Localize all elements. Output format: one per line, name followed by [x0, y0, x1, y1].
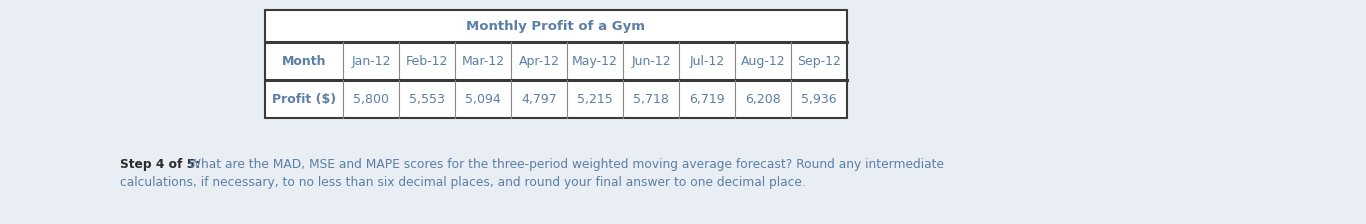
Text: Jun-12: Jun-12: [631, 54, 671, 67]
Text: Mar-12: Mar-12: [462, 54, 504, 67]
Text: Jul-12: Jul-12: [690, 54, 724, 67]
Text: What are the MAD, MSE and MAPE scores for the three-period weighted moving avera: What are the MAD, MSE and MAPE scores fo…: [184, 158, 944, 171]
Text: 6,719: 6,719: [690, 93, 725, 106]
Text: 5,800: 5,800: [352, 93, 389, 106]
Text: Sep-12: Sep-12: [798, 54, 841, 67]
Text: Step 4 of 5:: Step 4 of 5:: [120, 158, 201, 171]
Text: Jan-12: Jan-12: [351, 54, 391, 67]
Text: Feb-12: Feb-12: [406, 54, 448, 67]
Text: 5,215: 5,215: [576, 93, 613, 106]
Text: 5,936: 5,936: [802, 93, 837, 106]
Text: Profit ($): Profit ($): [272, 93, 336, 106]
Text: Month: Month: [281, 54, 326, 67]
Text: May-12: May-12: [572, 54, 617, 67]
Text: Aug-12: Aug-12: [740, 54, 785, 67]
Text: Monthly Profit of a Gym: Monthly Profit of a Gym: [467, 19, 646, 32]
Text: 5,094: 5,094: [466, 93, 501, 106]
Bar: [265, 10, 847, 118]
Text: 5,718: 5,718: [632, 93, 669, 106]
Text: 5,553: 5,553: [408, 93, 445, 106]
Text: 4,797: 4,797: [520, 93, 557, 106]
Text: calculations, if necessary, to no less than six decimal places, and round your f: calculations, if necessary, to no less t…: [120, 176, 806, 189]
Text: 6,208: 6,208: [744, 93, 781, 106]
Text: Apr-12: Apr-12: [519, 54, 560, 67]
